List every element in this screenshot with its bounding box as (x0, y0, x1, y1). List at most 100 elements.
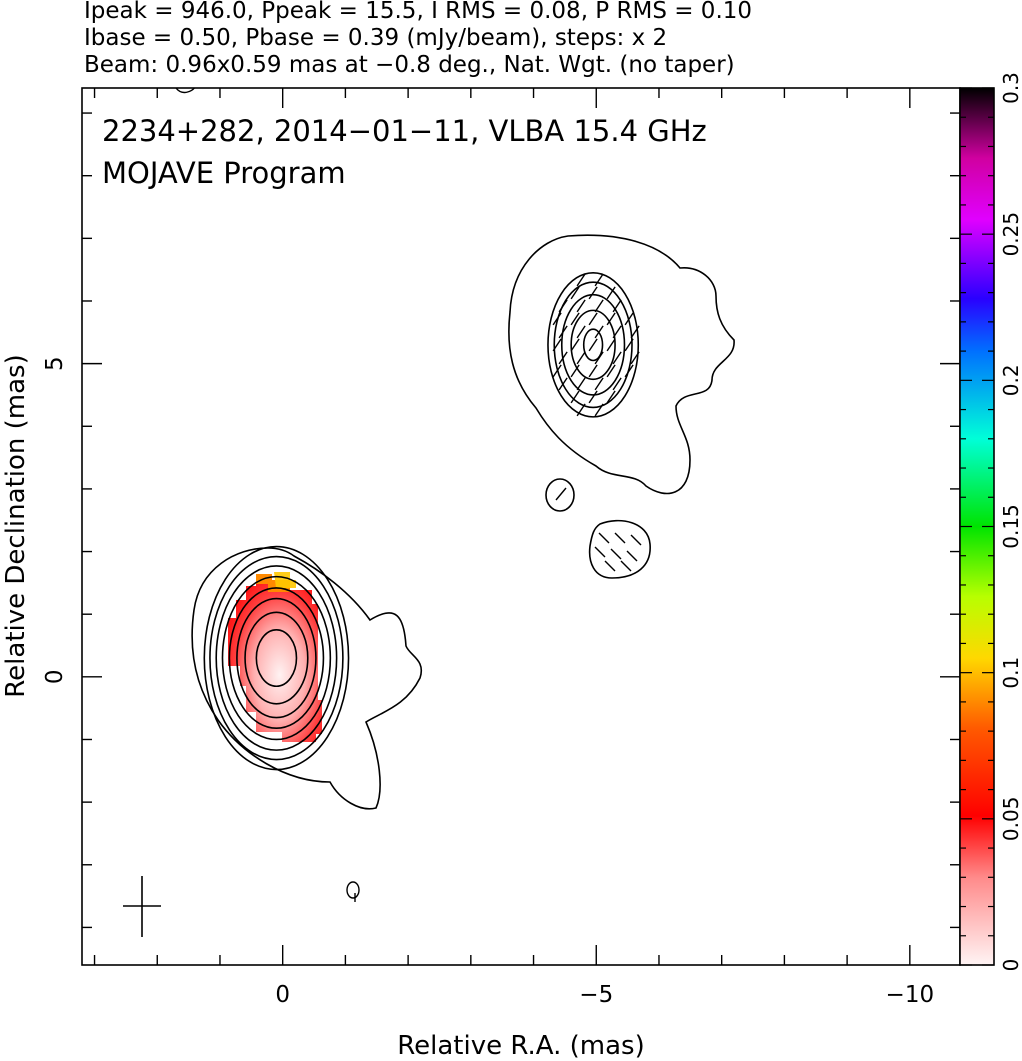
header-line-1: Ipeak = 946.0, Ppeak = 15.5, I RMS = 0.0… (84, 0, 752, 24)
evpa-tick (570, 338, 580, 352)
core-contour-5 (221, 575, 332, 741)
jet-island-2 (588, 519, 651, 579)
core-contour-4 (228, 587, 325, 730)
island-1-evpa-tick (555, 487, 567, 501)
evpa-tick (570, 364, 580, 378)
evpa-tick (630, 325, 640, 339)
evpa-tick (576, 299, 586, 313)
plot-area (123, 88, 735, 937)
evpa-tick (614, 532, 626, 544)
beam-cross (123, 876, 161, 937)
plot-frame (81, 87, 961, 966)
evpa-tick (594, 351, 604, 365)
evpa-tick (594, 403, 604, 417)
evpa-tick (552, 312, 562, 326)
jet-knot-evpa-ticks (552, 273, 640, 417)
jet-knot-contour-2 (570, 309, 616, 381)
evpa-tick (630, 534, 642, 546)
jet-knot-contour-4 (553, 281, 633, 409)
x-tick-label: −10 (886, 982, 935, 1008)
core-contour-3 (236, 597, 317, 719)
evpa-tick (594, 377, 604, 391)
jet-knot-contour-1 (582, 328, 604, 362)
x-tick-labels: 0 −5 −10 (275, 982, 934, 1008)
evpa-tick (552, 364, 562, 378)
colorbar-label: 0.1 (999, 657, 1022, 689)
evpa-tick (576, 325, 586, 339)
evpa-tick (588, 390, 598, 404)
evpa-tick (598, 532, 610, 544)
evpa-tick (594, 299, 604, 313)
evpa-tick (612, 325, 622, 339)
evpa-tick (594, 273, 604, 287)
core-contour-1 (255, 629, 298, 688)
jet-knot-contours (547, 271, 640, 418)
y-tick-label: 5 (42, 356, 68, 371)
evpa-tick (558, 325, 568, 339)
evpa-tick (576, 351, 586, 365)
evpa-tick (606, 364, 616, 378)
colorbar-label: 0.3 (999, 72, 1022, 104)
evpa-tick (576, 377, 586, 391)
evpa-tick (606, 286, 616, 300)
evpa-tick (558, 377, 568, 391)
evpa-tick (610, 548, 622, 560)
evpa-tick (570, 312, 580, 326)
core-outer-contour (191, 547, 423, 810)
colorbar-label: 0.05 (999, 797, 1022, 842)
jet-island-1 (545, 478, 575, 512)
evpa-tick (624, 312, 634, 326)
colorbar-label: 0 (999, 959, 1022, 972)
evpa-tick (626, 550, 638, 562)
evpa-tick (624, 364, 634, 378)
evpa-tick (612, 351, 622, 365)
evpa-tick (606, 312, 616, 326)
core-contour-7 (209, 555, 344, 761)
header-line-2: Ibase = 0.50, Pbase = 0.39 (mJy/beam), s… (84, 25, 667, 51)
evpa-tick (588, 338, 598, 352)
colorbar-labels: 0 0.05 0.1 0.15 0.2 0.25 0.3 (999, 72, 1022, 971)
y-tick-label: 0 (42, 670, 68, 685)
evpa-tick (606, 390, 616, 404)
evpa-tick (588, 286, 598, 300)
evpa-tick (558, 351, 568, 365)
core-contours (203, 545, 350, 771)
evpa-tick (612, 299, 622, 313)
evpa-tick (570, 286, 580, 300)
x-axis-label: Relative R.A. (mas) (397, 1031, 644, 1061)
evpa-tick (606, 338, 616, 352)
evpa-tick (630, 351, 640, 365)
core-contour-2 (244, 611, 309, 705)
chart-subtitle: MOJAVE Program (102, 156, 346, 190)
jet-knot-contour-5 (547, 271, 640, 418)
y-tick-labels: 05 (42, 356, 68, 684)
evpa-tick (620, 560, 632, 572)
island-2-evpa-ticks (594, 532, 642, 572)
y-axis-label: Relative Declination (mas) (1, 354, 31, 697)
x-tick-label: −5 (579, 982, 613, 1008)
core-contour-6 (215, 565, 338, 751)
jet-knot-contour-3 (560, 293, 626, 396)
evpa-tick (612, 377, 622, 391)
chart-title: 2234+282, 2014−01−11, VLBA 15.4 GHz (102, 114, 707, 148)
core-south-island (346, 881, 360, 899)
minor-ticks (82, 88, 960, 965)
evpa-tick (594, 546, 606, 558)
top-edge-contour (175, 88, 196, 94)
header-line-3: Beam: 0.96x0.59 mas at −0.8 deg., Nat. W… (84, 52, 735, 78)
evpa-tick (588, 364, 598, 378)
evpa-tick (558, 299, 568, 313)
evpa-tick (594, 325, 604, 339)
evpa-tick (624, 338, 634, 352)
evpa-tick (576, 273, 586, 287)
colorbar-ticks (960, 87, 994, 966)
evpa-tick (576, 403, 586, 417)
x-tick-label: 0 (275, 982, 290, 1008)
jet-knot-outer-contour (508, 234, 735, 495)
colorbar-label: 0.2 (999, 364, 1022, 396)
colorbar-label: 0.25 (999, 212, 1022, 257)
evpa-tick (604, 560, 616, 572)
evpa-tick (552, 338, 562, 352)
core-polarization-patch (228, 574, 322, 742)
